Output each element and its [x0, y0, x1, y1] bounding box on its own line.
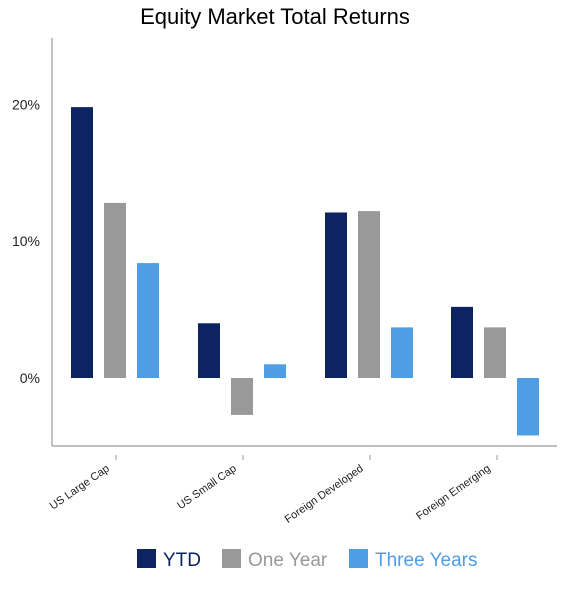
bar-one-year-foreign-developed: [358, 211, 380, 378]
legend-swatch: [349, 549, 368, 568]
chart-bars: [71, 107, 539, 436]
x-category-label: Foreign Developed: [283, 463, 366, 526]
x-category-label: US Large Cap: [48, 463, 112, 513]
bar-ytd-foreign-developed: [325, 212, 347, 378]
legend-swatch: [222, 549, 241, 568]
y-tick-label: 10%: [12, 233, 40, 249]
x-category-label: US Small Cap: [175, 463, 238, 512]
legend-swatch: [137, 549, 156, 568]
bar-three-years-foreign-emerging: [517, 378, 539, 436]
legend-label: One Year: [248, 550, 328, 571]
y-tick-label: 0%: [20, 370, 40, 386]
chart-title: Equity Market Total Returns: [140, 4, 410, 29]
y-tick-label: 20%: [12, 96, 40, 112]
chart-legend: YTD One Year Three Years: [137, 549, 477, 571]
y-axis-ticks: 0% 10% 20%: [12, 96, 40, 386]
legend-label: Three Years: [375, 550, 477, 571]
legend-label: YTD: [163, 550, 201, 571]
x-category-label: Foreign Emerging: [414, 463, 493, 523]
bar-three-years-us-small-cap: [264, 364, 286, 378]
bar-ytd-us-large-cap: [71, 107, 93, 379]
bar-one-year-foreign-emerging: [484, 327, 506, 378]
bar-one-year-us-large-cap: [104, 202, 126, 378]
bar-three-years-foreign-developed: [391, 327, 413, 378]
bar-ytd-foreign-emerging: [451, 306, 473, 378]
bar-three-years-us-large-cap: [137, 263, 159, 378]
bar-ytd-us-small-cap: [198, 323, 220, 378]
bar-one-year-us-small-cap: [231, 378, 253, 415]
x-axis-categories: US Large Cap US Small Cap Foreign Develope…: [48, 455, 498, 526]
chart-axes: [51, 38, 557, 447]
